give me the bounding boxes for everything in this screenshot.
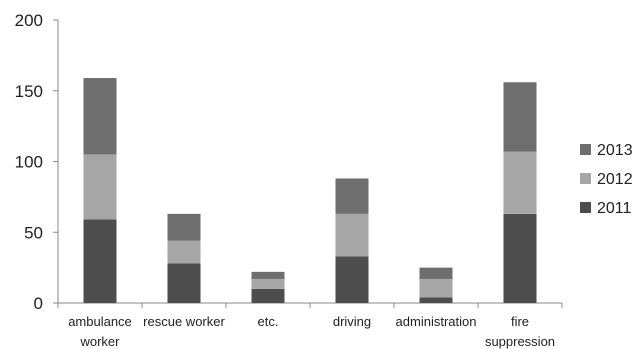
bar-segment-2011 [503,213,537,303]
bar-segment-2011 [167,263,201,303]
x-category-label: ambulance [68,314,132,329]
bars [83,78,537,303]
x-category-label: etc. [258,314,279,329]
legend: 2013 2012 2011 [580,142,633,217]
bar-segment-2011 [335,256,369,303]
x-category-label: fire [511,314,529,329]
y-tick-label: 100 [15,153,43,172]
x-category-label: worker [79,334,120,349]
bar-segment-2013 [335,178,369,214]
axes: 0 50 100 150 200 [15,11,563,313]
bar-segment-2013 [419,267,453,279]
labels: ambulance worker rescue worker etc. driving a… [68,314,555,349]
bar-segment-2011 [251,288,285,303]
bar-segment-2013 [251,271,285,279]
bar-segment-2013 [83,78,117,155]
x-category-label: rescue worker [143,314,225,329]
y-tick-label: 50 [24,223,43,242]
legend-swatch-2012 [580,173,591,184]
legend-label-2012: 2012 [597,171,633,188]
bar-segment-2012 [503,151,537,214]
legend-swatch-2013 [580,144,591,155]
legend-label-2011: 2011 [597,200,632,217]
bar-segment-2012 [335,213,369,257]
bar-segment-2013 [167,213,201,241]
x-category-label: suppression [485,334,555,349]
legend-swatch-2011 [580,202,591,213]
bar-segment-2012 [167,240,201,264]
bar-segment-2012 [83,154,117,220]
x-category-label: driving [333,314,371,329]
bar-segment-2011 [419,297,453,303]
bar-segment-2012 [419,278,453,298]
x-category-label: administration [396,314,477,329]
y-tick-label: 150 [15,82,43,101]
y-tick-label: 200 [15,11,43,30]
bar-segment-2011 [83,219,117,303]
bar-segment-2012 [251,278,285,289]
bar-segment-2013 [503,82,537,152]
legend-label-2013: 2013 [597,142,633,159]
y-tick-label: 0 [34,294,43,313]
